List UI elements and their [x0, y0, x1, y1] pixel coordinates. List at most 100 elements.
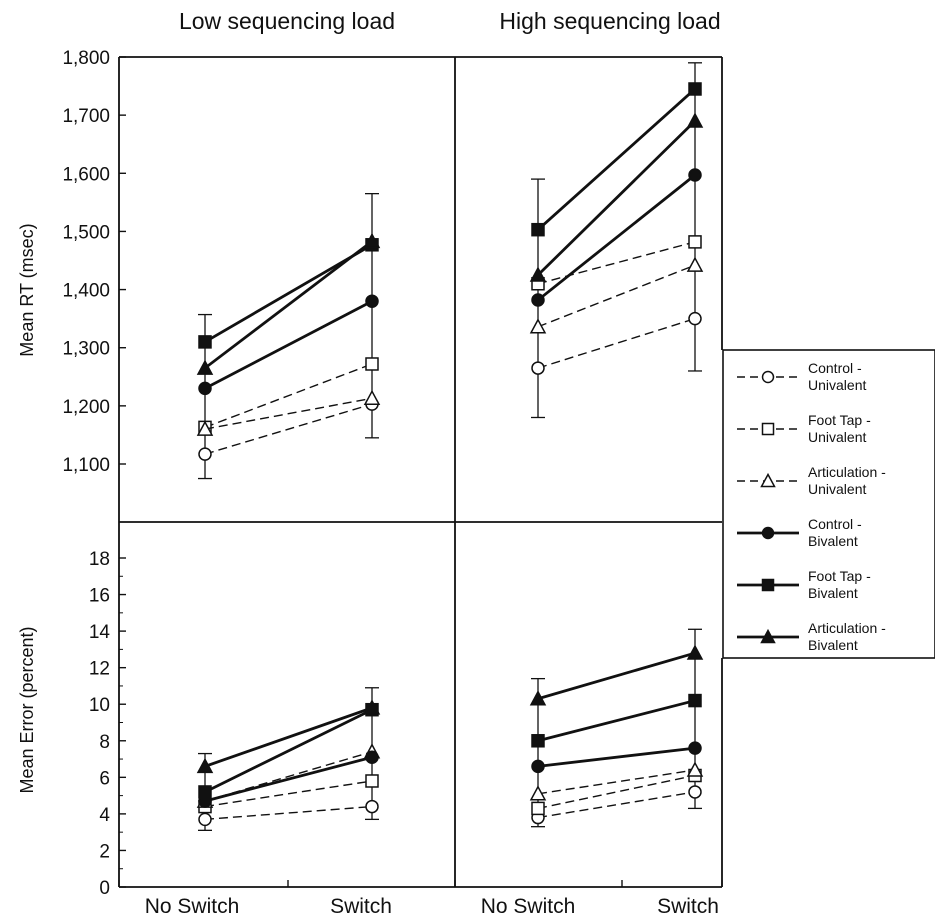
rt-ytick-label: 1,800 [62, 48, 110, 69]
rt-ytick-label: 1,300 [62, 339, 110, 360]
error-low-series-line [204, 755, 373, 803]
rt-low-point [365, 357, 379, 371]
rt-low-point [198, 447, 212, 461]
legend-label: Control - [808, 360, 862, 376]
rt-ytick-label: 1,500 [62, 222, 110, 243]
error-high-series-line [537, 746, 696, 768]
error-low-point [363, 699, 381, 715]
rt-low-series-line [204, 240, 373, 370]
error-ytick-label: 6 [99, 768, 110, 789]
rt-low-series-line [204, 363, 373, 429]
error-low-point [365, 799, 379, 814]
x-label-low-switch: Switch [330, 895, 392, 918]
error-ytick-label: 8 [99, 732, 110, 753]
rt-low-point [363, 232, 381, 249]
rt-high-point [686, 256, 704, 272]
rt-ytick-label: 1,600 [62, 164, 110, 185]
rt-low-point [198, 335, 212, 349]
panel-title-high: High sequencing load [499, 8, 720, 34]
error-low-series-line [204, 706, 373, 768]
legend-marker [760, 628, 776, 644]
error-high-point [529, 690, 547, 706]
rt-high-point [688, 235, 702, 249]
error-low-series-line [204, 805, 373, 821]
error-ytick-label: 4 [99, 805, 110, 826]
rt-low-point [363, 389, 381, 406]
rt-low-series-line [204, 299, 373, 390]
error-high-series-line [537, 774, 696, 810]
rt-high-series-line [537, 264, 696, 328]
rt-low-series-line [204, 397, 373, 430]
error-low-point [365, 774, 379, 788]
legend-label: Univalent [808, 481, 866, 497]
legend-label: Univalent [808, 429, 866, 445]
legend-marker [760, 472, 776, 488]
plot-area [196, 62, 704, 831]
error-ytick-label: 10 [89, 695, 110, 716]
rt-high-series-line [537, 173, 696, 302]
error-low-point [198, 785, 212, 799]
legend-label: Foot Tap - [808, 568, 871, 584]
rt-high-series-line [537, 119, 696, 277]
legend-label: Foot Tap - [808, 412, 871, 428]
error-high-point [531, 759, 545, 774]
rt-high-series-line [537, 87, 696, 231]
error-high-point [686, 761, 704, 777]
error-high-point [531, 801, 545, 816]
rt-ytick-label: 1,200 [62, 397, 110, 418]
rt-low-point [196, 359, 214, 375]
x-label-high-switch: Switch [657, 895, 719, 918]
legend-label: Articulation - [808, 620, 886, 636]
rt-high-point [529, 318, 547, 334]
rt-high-point [686, 112, 704, 128]
error-low-point [365, 750, 379, 764]
error-high-point [686, 644, 704, 660]
error-high-point [531, 734, 545, 748]
rt-low-point [196, 420, 214, 436]
legend-label: Bivalent [808, 585, 858, 601]
rt-high-point [688, 168, 702, 182]
error-ytick-label: 18 [89, 549, 110, 570]
rt-ytick-label: 1,100 [62, 455, 110, 476]
legend-marker [761, 422, 775, 436]
rt-low-point [198, 381, 212, 396]
rt-low-series-line [204, 403, 373, 455]
legend-label: Articulation - [808, 464, 886, 480]
legend-marker [761, 526, 775, 540]
error-high-series-line [537, 699, 696, 743]
error-y-axis-label: Mean Error (percent) [17, 626, 37, 793]
rt-low-point [365, 294, 379, 308]
rt-y-axis-label: Mean RT (msec) [17, 223, 37, 356]
error-high-point [529, 785, 547, 801]
legend-label: Control - [808, 516, 862, 532]
rt-high-point [688, 311, 702, 326]
rt-high-point [531, 361, 545, 375]
error-high-series-line [537, 651, 696, 701]
rt-ytick-label: 1,700 [62, 106, 110, 127]
legend-label: Bivalent [808, 637, 858, 653]
x-label-low-no-switch: No Switch [145, 895, 240, 918]
x-label-high-no-switch: No Switch [481, 895, 576, 918]
error-high-point [688, 785, 702, 799]
legend-label: Bivalent [808, 533, 858, 549]
legend-marker [761, 578, 775, 592]
error-low-point [198, 812, 212, 827]
error-ytick-label: 14 [89, 622, 111, 643]
rt-high-series-line [537, 241, 696, 285]
rt-ytick-label: 1,400 [62, 281, 110, 302]
error-high-point [688, 693, 702, 708]
error-high-series-line [537, 769, 696, 795]
axes: 1,100 1,200 1,300 1,400 1,500 1,600 1,700 1,800… [62, 48, 723, 899]
panel-title-low: Low sequencing load [179, 8, 395, 34]
error-ytick-label: 16 [89, 586, 110, 607]
error-low-series-line [204, 780, 373, 808]
error-ytick-label: 0 [99, 878, 110, 899]
legend-marker [761, 370, 775, 384]
rt-high-point [531, 222, 545, 237]
rt-high-point [529, 266, 547, 282]
rt-high-series-line [537, 317, 696, 369]
error-low-point [196, 757, 214, 774]
error-high-point [688, 741, 702, 755]
